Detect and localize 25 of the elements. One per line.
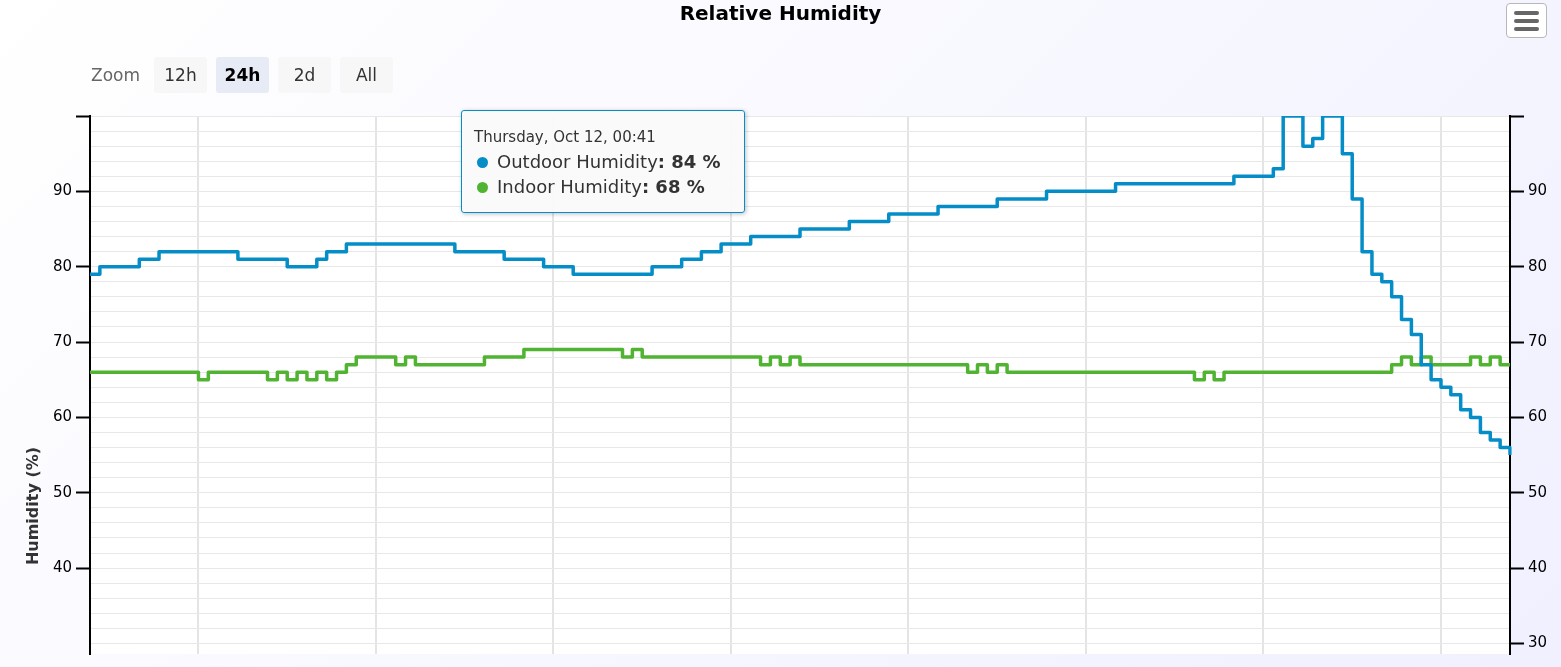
y2-tick-label: 50	[1528, 482, 1548, 501]
y2-tick-label: 40	[1528, 557, 1548, 576]
y2-tick-label: 30	[1528, 633, 1548, 652]
range-button: 12h	[154, 57, 207, 93]
range-button: All	[340, 57, 393, 93]
y-tick-label: 90	[52, 181, 72, 200]
annotation: Thursday, Oct 12, 00:41	[474, 127, 657, 147]
y-axis-title: Humidity (%)	[22, 446, 42, 566]
range-button: 2d	[278, 57, 331, 93]
y2-tick-label: 80	[1528, 256, 1548, 275]
y-tick-label: 40	[52, 557, 72, 576]
y2-tick-label: 60	[1528, 407, 1548, 426]
range-button: 24h	[216, 57, 269, 93]
text: Zoom	[91, 64, 141, 86]
y-tick-label: 60	[52, 407, 72, 426]
y-tick-label: 50	[52, 482, 72, 501]
legend-label: Outdoor Humidity	[497, 151, 658, 172]
chart-title: Relative Humidity	[678, 0, 883, 26]
y2-tick-label: 90	[1528, 181, 1548, 200]
y2-tick-label: 70	[1528, 331, 1548, 350]
y-tick-label: 80	[52, 256, 72, 275]
legend-label: Indoor Humidity	[497, 176, 642, 197]
y-tick-label: 70	[52, 331, 72, 350]
annotation: : 84 %	[657, 151, 721, 172]
annotation: : 68 %	[641, 176, 705, 197]
